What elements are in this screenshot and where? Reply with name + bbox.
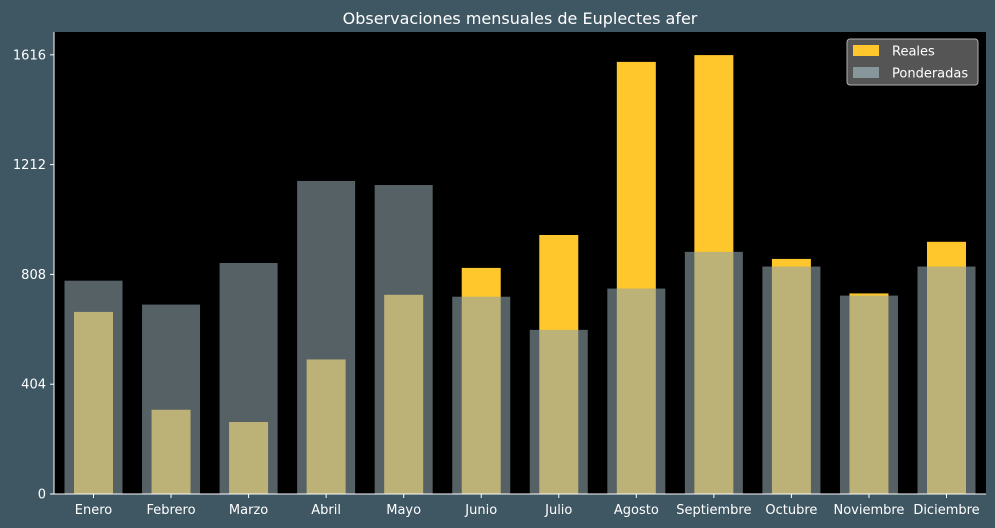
legend-swatch-reales [853,45,879,56]
legend-label-reales: Reales [892,45,935,60]
y-tick-label: 0 [38,488,46,503]
bar-ponderadas-abril [297,180,356,494]
bar-ponderadas-junio [452,296,511,494]
x-tick-label-diciembre: Diciembre [913,503,979,518]
x-tick-label-enero: Enero [75,503,113,518]
chart-title: Observaciones mensuales de Euplectes afe… [343,9,698,28]
bar-ponderadas-diciembre [917,266,976,494]
plot-area [54,32,986,494]
bar-ponderadas-marzo [219,263,278,494]
x-tick-label-julio: Julio [544,503,572,518]
legend-swatch-ponderadas [853,67,879,78]
bars-layer [64,55,976,495]
bar-ponderadas-octubre [762,266,821,494]
legend-box [846,38,979,86]
x-tick-label-noviembre: Noviembre [833,503,904,518]
axes-layer: 0 404 808 1212 1616 Enero Febrero Marzo Abril May… [13,32,986,518]
y-tick-label: 1616 [13,48,46,63]
bar-ponderadas-julio [529,329,588,494]
bar-ponderadas-septiembre [684,251,743,494]
legend-label-ponderadas: Ponderadas [892,67,968,82]
x-tick-label-abril: Abril [311,503,341,518]
x-tick-label-febrero: Febrero [146,503,195,518]
x-tick-label-septiembre: Septiembre [676,503,751,518]
legend: Reales Ponderadas [846,38,979,86]
y-tick-label: 1212 [13,158,46,173]
bar-ponderadas-agosto [607,288,666,494]
x-tick-label-octubre: Octubre [765,503,817,518]
x-tick-label-marzo: Marzo [229,503,268,518]
bar-ponderadas-enero [64,280,123,494]
bar-ponderadas-mayo [374,185,433,494]
x-tick-label-agosto: Agosto [614,503,659,518]
bar-ponderadas-febrero [142,304,201,494]
y-tick-label: 404 [21,378,46,393]
y-tick-label: 808 [21,268,46,283]
x-tick-label-mayo: Mayo [386,503,421,518]
x-tick-label-junio: Junio [464,503,497,518]
bar-ponderadas-noviembre [839,295,898,494]
